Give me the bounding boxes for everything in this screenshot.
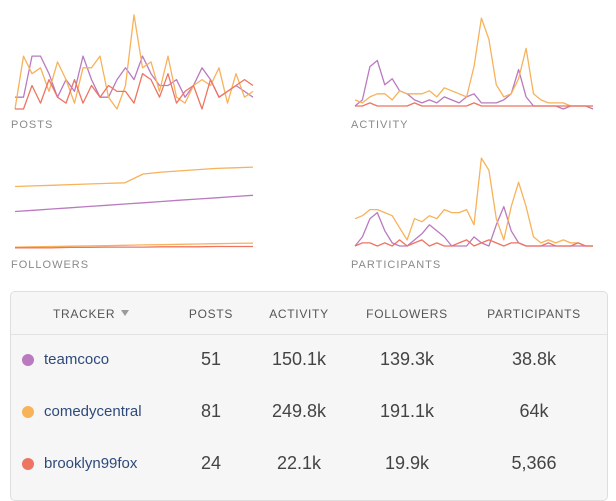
sort-down-icon[interactable] [121,310,130,316]
activity-value: 22.1k [276,453,322,473]
series-color-dot [22,406,34,418]
activity-value: 249.8k [271,401,327,421]
tracker-name-link[interactable]: teamcoco [44,351,110,368]
activity-sparkline [354,17,594,110]
table-row[interactable]: brooklyn99fox 24 22.1k 19.9k 5,366 [11,438,607,490]
activity-chart-label: ACTIVITY [351,119,409,131]
activity-chart [354,8,596,112]
activity-value: 150.1k [271,349,327,369]
posts-column-header[interactable]: POSTS [188,307,234,321]
posts-value: 51 [200,349,222,369]
followers-value: 191.1k [379,401,435,421]
posts-value: 81 [200,401,222,421]
table-row[interactable]: comedycentral 81 249.8k 191.1k 64k [11,386,607,438]
tracker-header-label: TRACKER [53,307,116,321]
followers-sparkline [14,166,254,249]
posts-chart-label: POSTS [11,119,54,131]
series-color-dot [22,458,34,470]
activity-series-line-1 [354,17,593,107]
followers-series-line-1 [14,194,254,213]
posts-chart [14,8,256,112]
posts-series-line-0 [15,55,254,98]
activity-column-header[interactable]: ACTIVITY [269,307,329,321]
participants-series-line-0 [354,205,593,247]
table-row[interactable]: teamcoco 51 150.1k 139.3k 38.8k [11,334,607,386]
series-color-dot [22,354,34,366]
participants-column-header[interactable]: PARTICIPANTS [487,307,581,321]
followers-chart-label: FOLLOWERS [11,259,90,271]
posts-value: 24 [200,453,222,473]
participants-sparkline [354,157,593,247]
participants-value: 38.8k [511,349,557,369]
posts-series-line-2 [15,73,254,110]
posts-series-line-1 [14,14,254,110]
participants-value: 5,366 [511,453,557,473]
followers-chart [14,148,256,252]
participants-chart-label: PARTICIPANTS [351,259,442,271]
activity-series-line-2 [355,102,593,107]
followers-value: 19.9k [384,453,430,473]
participants-series-line-2 [354,239,593,247]
table-header: TRACKER POSTS ACTIVITY FOLLOWERS PARTICI… [11,292,607,335]
tracker-name-link[interactable]: brooklyn99fox [44,455,138,472]
followers-series-line-2 [14,242,254,248]
participants-series-line-1 [354,157,593,247]
posts-sparkline [14,14,254,110]
followers-series-line-0 [14,166,254,188]
followers-value: 139.3k [379,349,435,369]
followers-series-line-3 [15,245,253,249]
tracker-column-header[interactable]: TRACKER [53,307,130,321]
participants-value: 64k [519,401,549,421]
participants-chart [354,148,596,252]
followers-column-header[interactable]: FOLLOWERS [366,307,448,321]
tracker-name-link[interactable]: comedycentral [44,403,142,420]
tracker-table: TRACKER POSTS ACTIVITY FOLLOWERS PARTICI… [10,291,608,501]
